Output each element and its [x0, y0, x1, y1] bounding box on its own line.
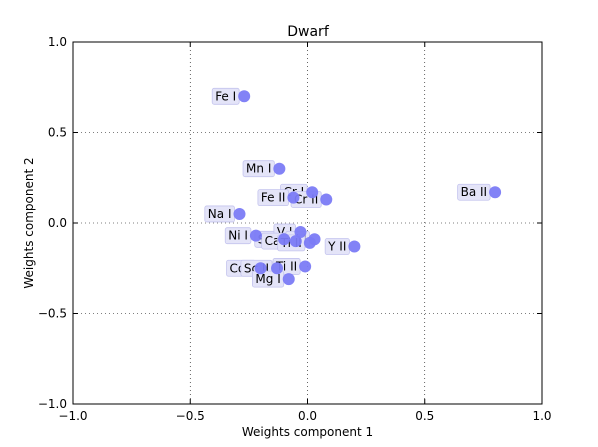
y-tick-label: 0.5	[48, 126, 67, 140]
point-label: Na I	[208, 207, 232, 221]
chart-title: Dwarf	[287, 24, 330, 40]
axis-ticks: −1.0 −0.5 0.0 0.5 1.0 −1.0 −0.5 0.0 0.5 1.0	[38, 35, 552, 423]
scatter-point	[348, 240, 361, 253]
point-label-group: Fe I	[211, 87, 240, 105]
y-tick-label: 0.0	[48, 216, 67, 230]
scatter-point	[282, 273, 295, 286]
x-tick-label: 1.0	[532, 409, 551, 423]
x-tick-label: 0.0	[298, 409, 317, 423]
x-tick-label: 0.5	[415, 409, 434, 423]
point-label: Ba II	[461, 185, 487, 199]
point-label-group: Ni I	[224, 227, 252, 245]
x-tick-label: −0.5	[176, 409, 205, 423]
scatter-point	[489, 186, 502, 199]
scatter-point	[294, 226, 307, 239]
scatter-point	[249, 229, 262, 242]
scatter-point	[303, 236, 316, 249]
scatter-point	[233, 207, 246, 220]
scatter-point	[238, 90, 251, 103]
grid-lines	[73, 42, 542, 404]
point-label-group: Mn I	[242, 160, 275, 178]
scatter-point	[273, 162, 286, 175]
x-tick-label: −1.0	[58, 409, 87, 423]
y-tick-label: 1.0	[48, 35, 67, 49]
point-label-group: Na I	[204, 205, 235, 223]
point-label: Fe I	[215, 89, 236, 103]
y-tick-label: −0.5	[38, 307, 67, 321]
scatter-point	[289, 235, 302, 248]
point-label: Mg I	[255, 272, 280, 286]
scatter-point	[320, 193, 333, 206]
point-label: Mn I	[246, 162, 271, 176]
scatter-point	[287, 191, 300, 204]
point-label: Y II	[327, 240, 346, 254]
point-label-group: Y II	[324, 238, 350, 255]
scatter-point	[254, 262, 267, 275]
scatter-point	[278, 233, 291, 246]
y-axis-label: Weights component 2	[22, 157, 36, 288]
point-markers	[233, 90, 502, 286]
x-axis-label: Weights component 1	[242, 425, 373, 439]
scatter-point	[271, 262, 284, 275]
point-label: Fe II	[261, 191, 286, 205]
scatter-point	[306, 186, 319, 199]
point-label-group: Fe II	[257, 189, 289, 207]
point-label: Ni I	[228, 229, 248, 243]
scatter-point	[299, 260, 312, 273]
y-tick-label: −1.0	[38, 397, 67, 411]
point-label-group: Ba II	[457, 183, 491, 201]
